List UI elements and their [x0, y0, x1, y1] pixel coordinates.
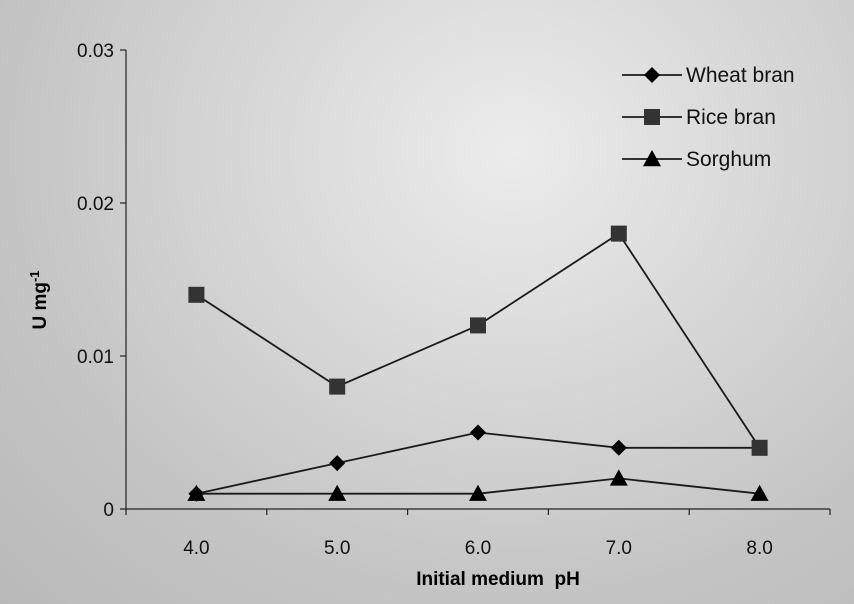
- y-tick-label: 0.01: [77, 347, 114, 368]
- legend-item-wheat-bran: Wheat bran: [622, 64, 795, 87]
- series-layer: [187, 225, 769, 502]
- x-axis-title: Initial medium pH: [416, 569, 580, 590]
- triangle-marker: [187, 484, 206, 501]
- square-marker: [610, 225, 627, 242]
- triangle-marker: [469, 484, 487, 501]
- square-marker: [329, 378, 346, 395]
- y-axis-title: U mg-1: [27, 270, 52, 329]
- legend-item-sorghum: Sorghum: [622, 148, 771, 171]
- y-tick-label: 0.02: [77, 194, 114, 215]
- triangle-marker: [609, 469, 628, 486]
- x-tick-label: 8.0: [746, 538, 772, 559]
- y-axis-title-text: U mg: [30, 282, 51, 330]
- y-ticks: 0 0.01 0.02 0.03: [77, 41, 126, 521]
- axes: [125, 50, 830, 510]
- square-marker: [751, 439, 768, 456]
- legend-label: Sorghum: [686, 148, 771, 171]
- triangle-marker: [328, 484, 347, 501]
- x-ticks: 4.0 5.0 6.0 7.0 8.0: [125, 509, 831, 559]
- x-tick-label: 5.0: [324, 538, 350, 559]
- diamond-marker: [644, 67, 660, 83]
- legend-label: Rice bran: [686, 106, 776, 129]
- diamond-marker: [329, 455, 346, 472]
- square-marker: [470, 317, 486, 334]
- square-marker: [644, 109, 660, 125]
- triangle-marker: [750, 484, 769, 501]
- series-line-rice-bran: [195, 232, 761, 449]
- y-tick-label: 0: [103, 500, 114, 521]
- square-marker: [188, 286, 205, 303]
- x-tick-label: 4.0: [183, 538, 209, 559]
- x-tick-label: 7.0: [606, 538, 632, 559]
- legend-item-rice-bran: Rice bran: [622, 106, 776, 129]
- y-tick-label: 0.03: [77, 41, 114, 62]
- y-axis-title-superscript: -1: [27, 270, 42, 282]
- diamond-marker: [610, 439, 627, 456]
- x-tick-label: 6.0: [465, 538, 491, 559]
- triangle-marker: [643, 150, 661, 167]
- legend: Wheat bran Rice bran Sorghum: [622, 64, 795, 171]
- series-sorghum: [187, 469, 769, 501]
- diamond-marker: [470, 424, 486, 441]
- series-rice-bran: [188, 225, 768, 456]
- legend-label: Wheat bran: [686, 64, 795, 87]
